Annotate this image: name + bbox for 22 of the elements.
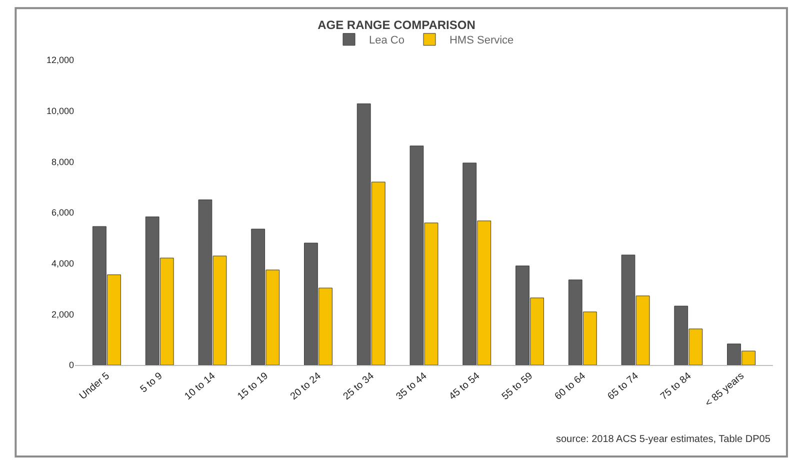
x-tick-label: 55 to 59 <box>500 370 536 402</box>
y-tick-label: 2,000 <box>51 309 74 320</box>
legend-label: Lea Co <box>369 34 404 47</box>
y-tick-label: 12,000 <box>46 55 74 66</box>
source-note: source: 2018 ACS 5-year estimates, Table DP05 <box>556 434 771 445</box>
x-tick-label: 20 to 24 <box>288 370 324 402</box>
x-tick-label: 35 to 44 <box>394 370 430 402</box>
chart-title: AGE RANGE COMPARISON <box>318 18 476 32</box>
y-tick-label: 10,000 <box>46 106 74 116</box>
y-tick-label: 0 <box>68 360 74 370</box>
x-tick-label: 5 to 9 <box>138 370 166 396</box>
x-tick-label: 15 to 19 <box>236 370 271 402</box>
x-tick-label: 60 to 64 <box>553 370 588 402</box>
y-tick-label: 6,000 <box>51 208 74 218</box>
y-tick-label: 8,000 <box>51 156 74 167</box>
x-tick-label: 25 to 34 <box>341 370 377 402</box>
x-tick-label: 75 to 84 <box>658 370 694 402</box>
legend-label: HMS Service <box>449 34 514 47</box>
y-tick-label: 4,000 <box>51 258 74 268</box>
x-tick-label: 45 to 54 <box>447 370 482 402</box>
x-tick-label: 65 to 74 <box>606 370 641 402</box>
x-tick-label: 10 to 14 <box>182 370 218 402</box>
